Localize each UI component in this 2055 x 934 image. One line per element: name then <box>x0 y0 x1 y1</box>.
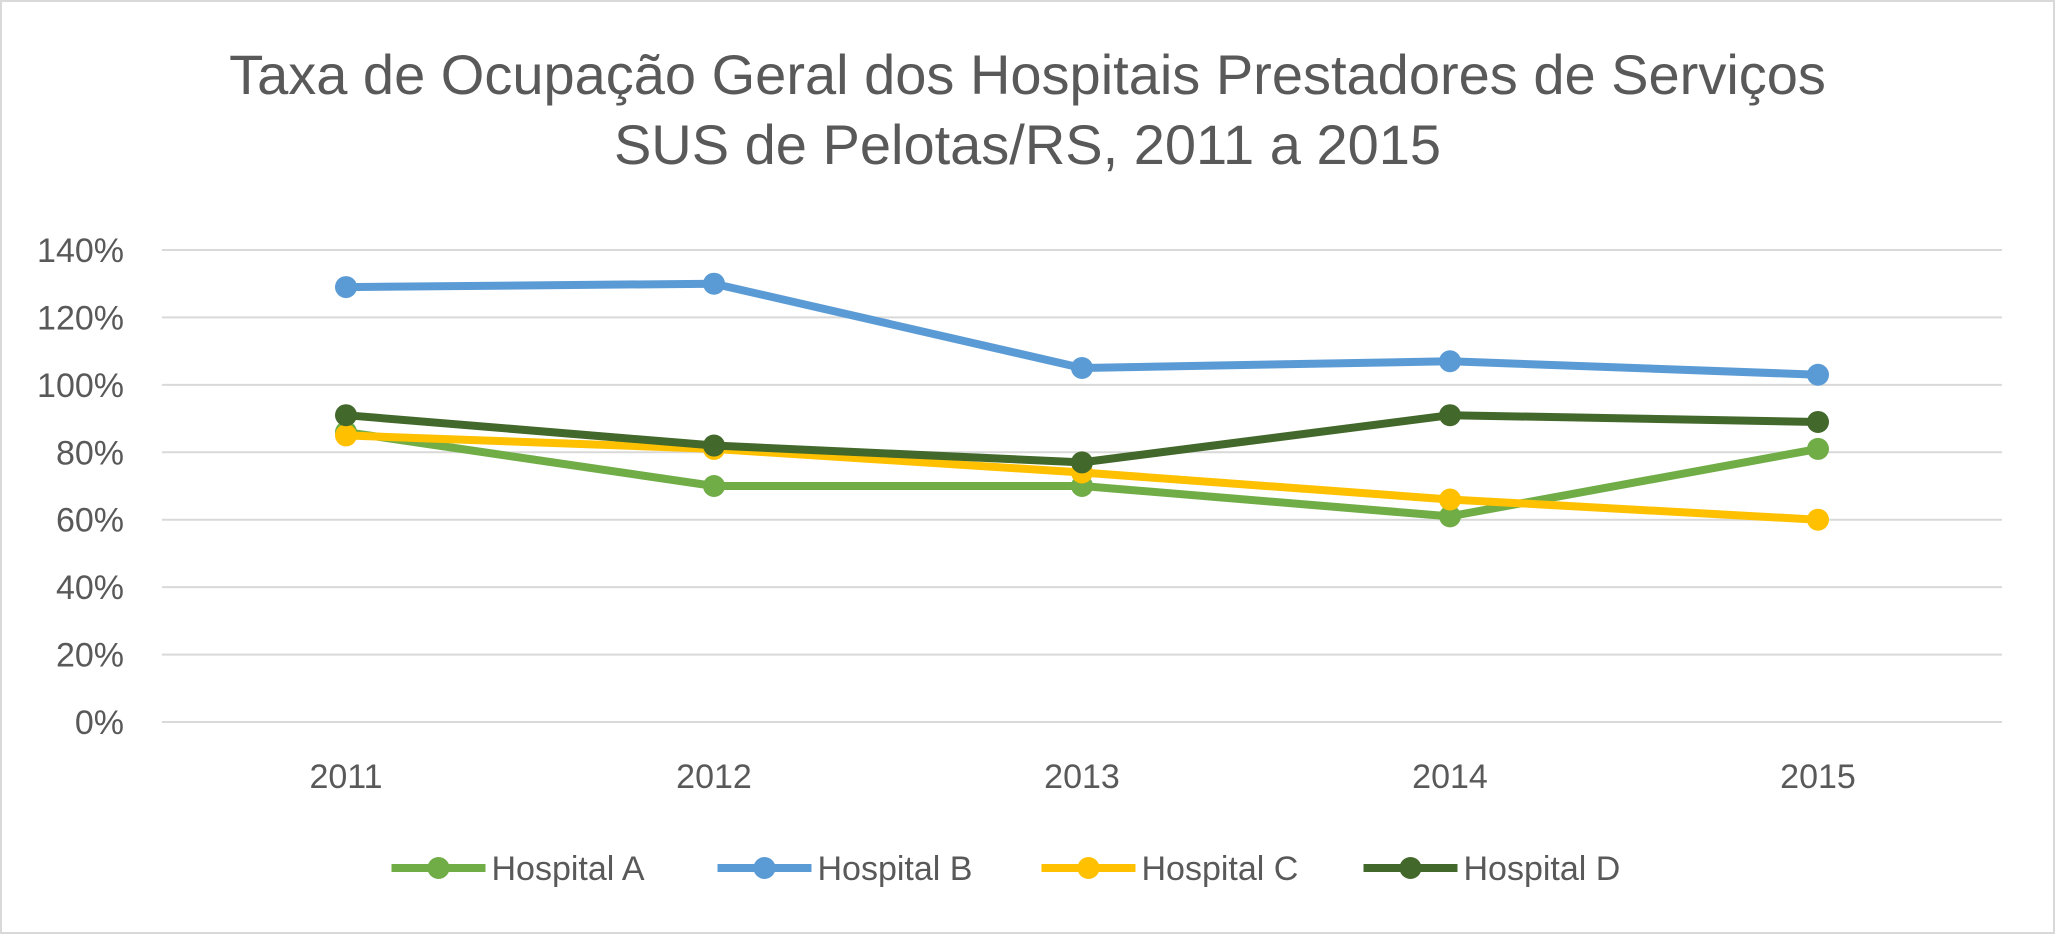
legend: Hospital A Hospital B Hospital C Hospital D <box>391 850 1621 888</box>
y-tick-label: 140% <box>37 232 124 270</box>
chart-title: Taxa de Ocupação Geral dos Hospitais Pre… <box>2 40 2053 180</box>
series-hospital-d <box>335 404 1829 474</box>
chart-title-line-2: SUS de Pelotas/RS, 2011 a 2015 <box>613 113 1442 176</box>
legend-item: Hospital D <box>1363 850 1621 888</box>
x-tick-label: 2011 <box>309 758 382 796</box>
data-point <box>1071 357 1093 379</box>
y-tick-label: 120% <box>37 299 124 337</box>
legend-label: Hospital A <box>492 850 645 888</box>
data-point <box>335 424 357 447</box>
data-point <box>1807 363 1829 386</box>
y-axis-ticks: 0% 20% 40% 60% 80% 100% 120% 140% <box>37 232 124 742</box>
legend-item: Hospital C <box>1041 850 1299 888</box>
legend-label: Hospital B <box>818 850 973 888</box>
series-layer <box>335 272 1829 531</box>
legend-swatch-marker <box>1077 857 1100 879</box>
x-tick-label: 2015 <box>1780 758 1856 796</box>
series-hospital-b <box>335 272 1829 386</box>
data-point <box>703 475 725 497</box>
chart-title-line-1: Taxa de Ocupação Geral dos Hospitais Pre… <box>229 43 1826 106</box>
y-tick-label: 80% <box>56 434 124 472</box>
data-point <box>335 404 357 427</box>
data-point <box>703 272 725 295</box>
data-point <box>1807 437 1829 460</box>
y-tick-label: 100% <box>37 367 124 405</box>
y-tick-label: 20% <box>56 637 124 675</box>
legend-swatch-marker <box>1399 857 1422 879</box>
data-point <box>1807 508 1829 531</box>
legend-item: Hospital A <box>391 850 645 888</box>
data-point <box>1439 404 1461 427</box>
x-axis-ticks: 2011 2012 2013 2014 2015 <box>309 758 1855 796</box>
data-point <box>1071 451 1093 474</box>
x-tick-label: 2013 <box>1044 758 1120 796</box>
data-point <box>335 276 357 299</box>
data-point <box>1439 488 1461 511</box>
data-point <box>1807 410 1829 433</box>
series-hospital-c <box>335 424 1829 531</box>
data-point <box>1439 350 1461 373</box>
legend-item: Hospital B <box>717 850 973 888</box>
y-tick-label: 40% <box>56 569 124 607</box>
legend-swatch-marker <box>753 857 776 879</box>
x-tick-label: 2014 <box>1412 758 1488 796</box>
x-tick-label: 2012 <box>676 758 752 796</box>
data-point <box>1439 505 1461 528</box>
legend-label: Hospital C <box>1142 850 1299 888</box>
y-tick-label: 0% <box>75 704 124 742</box>
y-tick-label: 60% <box>56 502 124 540</box>
legend-label: Hospital D <box>1464 850 1621 888</box>
data-point <box>703 434 725 457</box>
legend-swatch-marker <box>427 857 450 879</box>
